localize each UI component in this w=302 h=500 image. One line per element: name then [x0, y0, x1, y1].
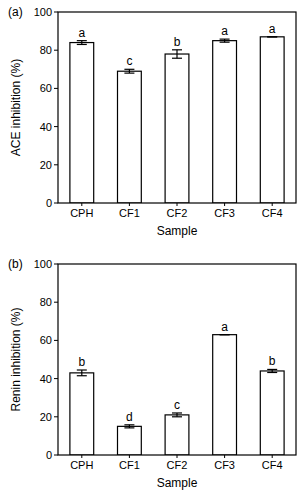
y-tick-label: 100	[34, 258, 52, 270]
y-axis-label: ACE inhibition (%)	[9, 59, 23, 156]
error-cap	[220, 334, 230, 335]
x-tick-label: CF1	[119, 459, 140, 471]
error-cap	[172, 416, 182, 417]
y-tick-label: 80	[40, 44, 52, 56]
significance-letter: a	[78, 26, 85, 40]
significance-letter: c	[174, 398, 180, 412]
error-stem	[81, 370, 82, 376]
y-tick-label: 80	[40, 296, 52, 308]
y-tick	[54, 126, 58, 127]
y-tick-label: 0	[46, 449, 52, 461]
error-cap	[267, 36, 277, 37]
panel-title: (b)	[8, 257, 23, 271]
error-cap	[124, 69, 134, 70]
bar	[118, 426, 142, 455]
error-cap	[220, 42, 230, 43]
y-tick	[54, 12, 58, 13]
y-tick	[54, 264, 58, 265]
y-tick-label: 0	[46, 197, 52, 209]
y-axis-label: Renin inhibition (%)	[9, 307, 23, 411]
plot-frame	[58, 264, 296, 455]
significance-letter: a	[221, 24, 228, 38]
error-bar	[124, 69, 134, 73]
significance-letter: a	[221, 320, 228, 334]
plot-frame	[58, 12, 296, 203]
x-tick-label: CPH	[70, 459, 93, 471]
x-axis-label: Sample	[157, 476, 198, 490]
y-tick	[54, 164, 58, 165]
error-cap	[267, 369, 277, 370]
error-stem	[176, 50, 177, 58]
bar	[165, 54, 189, 203]
significance-letter: b	[269, 354, 276, 368]
error-bar	[124, 425, 134, 428]
bar	[260, 371, 284, 455]
error-cap	[77, 40, 87, 41]
error-bar	[267, 36, 277, 37]
figure: (a) a CPH c CF1 b CF2 a CF3 a CF4 0 20 40 60 80 100 ACE i…	[0, 0, 302, 500]
error-bar	[172, 50, 182, 58]
significance-letter: d	[126, 410, 133, 424]
y-tick-label: 40	[40, 373, 52, 385]
x-tick-label: CF3	[214, 207, 235, 219]
y-tick	[54, 416, 58, 417]
significance-letter: b	[78, 355, 85, 369]
significance-letter: b	[174, 35, 181, 49]
bar	[118, 71, 142, 203]
error-cap	[77, 44, 87, 45]
y-tick-label: 100	[34, 6, 52, 18]
error-cap	[77, 369, 87, 370]
y-tick	[54, 340, 58, 341]
y-tick	[54, 302, 58, 303]
bars	[70, 335, 284, 455]
error-bar	[220, 39, 230, 42]
x-tick-label: CF1	[119, 207, 140, 219]
error-cap	[220, 334, 230, 335]
significance-letter: c	[126, 54, 132, 68]
bar	[213, 41, 237, 203]
y-tick	[54, 203, 58, 204]
significance-letter: a	[269, 22, 276, 36]
error-cap	[172, 412, 182, 413]
error-bar	[77, 41, 87, 45]
error-cap	[124, 427, 134, 428]
panel: (b) b CPH d CF1 c CF2 a CF3 b CF4 0 20 40 60 80 100 Renin…	[8, 257, 296, 490]
error-cap	[172, 58, 182, 59]
y-tick-label: 20	[40, 411, 52, 423]
error-cap	[77, 375, 87, 376]
y-tick	[54, 50, 58, 51]
bar	[165, 415, 189, 455]
y-tick	[54, 88, 58, 89]
error-cap	[172, 49, 182, 50]
bars	[70, 37, 284, 203]
bar	[260, 37, 284, 203]
error-cap	[220, 39, 230, 40]
error-cap	[124, 73, 134, 74]
error-bar	[267, 369, 277, 372]
y-tick	[54, 378, 58, 379]
x-tick-label: CF2	[167, 459, 188, 471]
bar	[213, 335, 237, 455]
error-bar	[77, 370, 87, 376]
bar	[70, 373, 94, 455]
x-tick-label: CPH	[70, 207, 93, 219]
x-tick-label: CF4	[262, 459, 283, 471]
error-cap	[267, 36, 277, 37]
error-cap	[124, 424, 134, 425]
y-tick-label: 20	[40, 159, 52, 171]
panel-title: (a)	[8, 5, 23, 19]
panel: (a) a CPH c CF1 b CF2 a CF3 a CF4 0 20 40 60 80 100 ACE i…	[8, 5, 296, 238]
error-bar	[220, 334, 230, 335]
y-tick-label: 60	[40, 82, 52, 94]
error-cap	[267, 372, 277, 373]
x-tick-label: CF4	[262, 207, 283, 219]
x-axis-label: Sample	[157, 224, 198, 238]
bar	[70, 43, 94, 203]
x-tick-label: CF2	[167, 207, 188, 219]
y-tick-label: 40	[40, 121, 52, 133]
y-tick	[54, 455, 58, 456]
error-bar	[172, 413, 182, 417]
y-tick-label: 60	[40, 334, 52, 346]
x-tick-label: CF3	[214, 459, 235, 471]
